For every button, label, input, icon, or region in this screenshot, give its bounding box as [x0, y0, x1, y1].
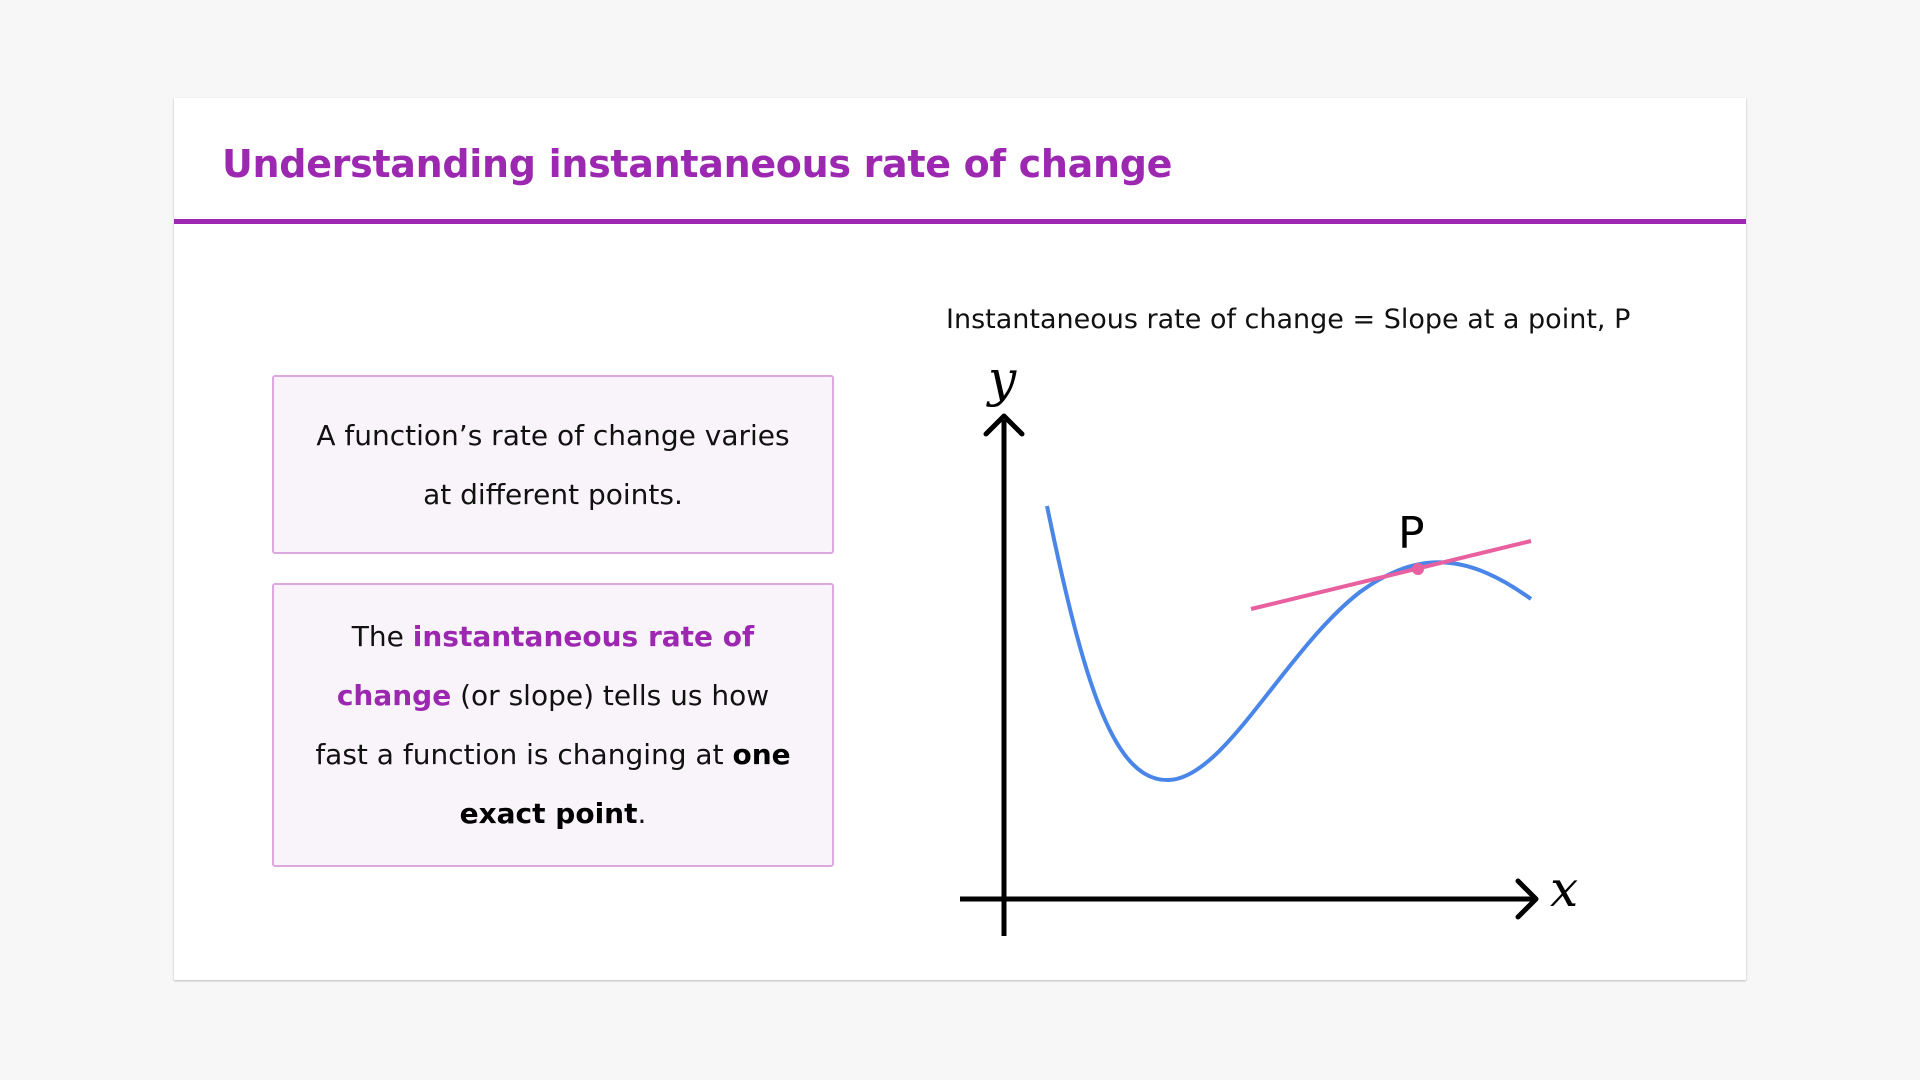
definition-part1: The — [351, 620, 413, 653]
definition-part2: (or slope) tells us how fast a function … — [315, 679, 770, 771]
info-box-definition: The instantaneous rate of change (or slo… — [272, 583, 834, 867]
slide: Understanding instantaneous rate of chan… — [174, 98, 1746, 980]
definition-part3: . — [637, 797, 647, 830]
definition-text: The instantaneous rate of change (or slo… — [314, 607, 792, 843]
point-p-marker — [1412, 563, 1424, 575]
y-axis-arrow-icon — [983, 413, 1025, 437]
diagram-caption: Instantaneous rate of change = Slope at … — [946, 304, 1631, 335]
tangent-line — [1250, 539, 1532, 611]
x-axis-arrow-icon — [1515, 878, 1539, 920]
info-text: A function’s rate of change varies at di… — [316, 418, 790, 511]
title-divider — [174, 219, 1746, 224]
function-curve — [1045, 505, 1533, 783]
x-axis-label: x — [1550, 860, 1578, 918]
info-box-rate-varies: A function’s rate of change varies at di… — [272, 375, 834, 554]
page-title: Understanding instantaneous rate of chan… — [222, 142, 1173, 186]
bold-phrase: one exact point — [459, 738, 791, 830]
highlight-term: instantaneous rate of change — [336, 620, 755, 712]
point-p-label: P — [1398, 508, 1425, 559]
y-axis-label: y — [986, 350, 1017, 408]
